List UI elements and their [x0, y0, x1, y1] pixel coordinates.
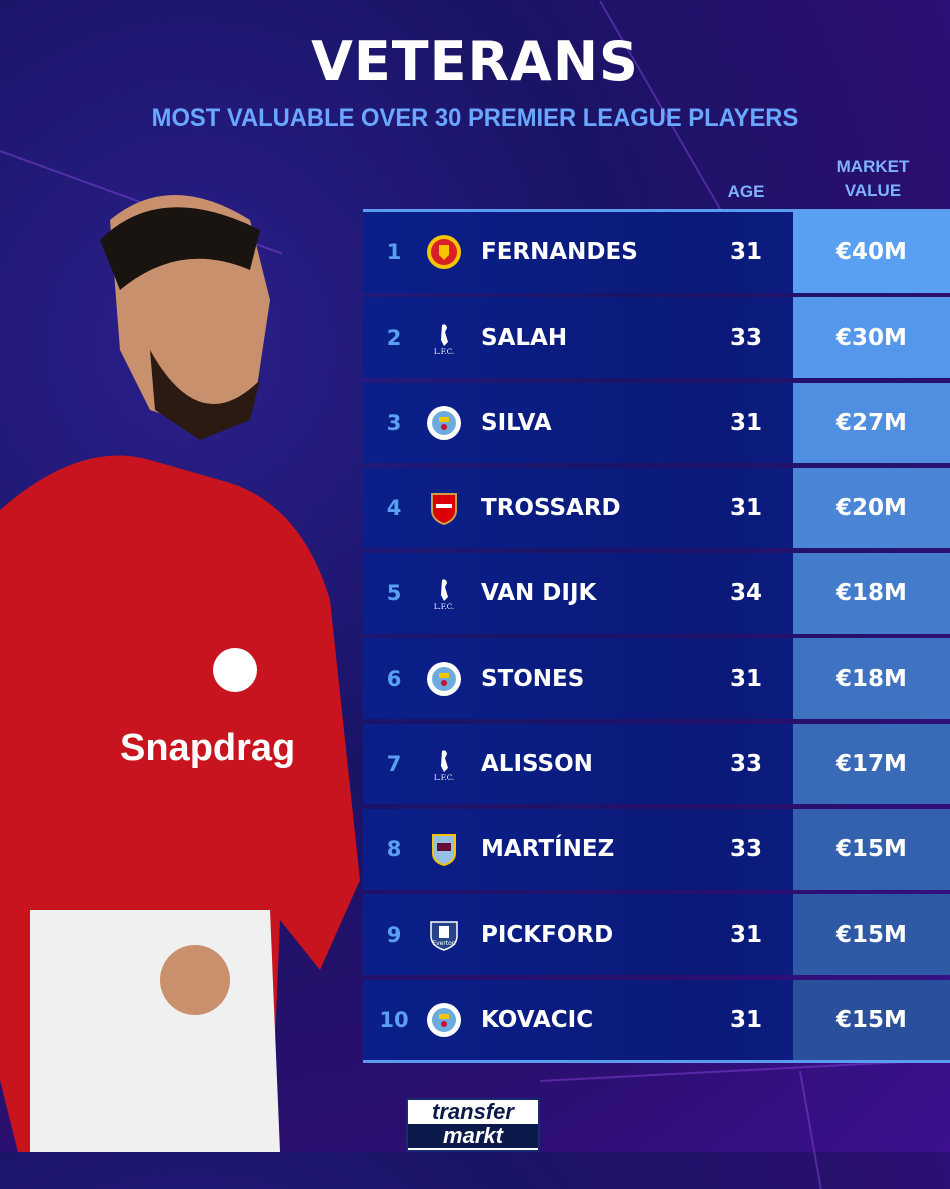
market-value-header-line1: MARKET	[836, 157, 910, 176]
player-photo: Snapdrag	[0, 195, 360, 1152]
player-age: 31	[729, 409, 762, 436]
market-value: €15M	[793, 809, 950, 890]
liverpool-crest-icon: L.F.C.	[425, 574, 463, 612]
player-name: FERNANDES	[481, 239, 638, 266]
market-value-header: MARKET VALUE	[820, 155, 926, 203]
player-name: PICKFORD	[481, 921, 614, 948]
market-value: €30M	[793, 297, 950, 378]
table-row: 10 KOVACIC 31 €15M	[363, 979, 950, 1061]
transfermarkt-logo: transfer markt	[406, 1098, 540, 1152]
manchester-united-crest-icon	[425, 233, 463, 271]
svg-text:L.F.C.: L.F.C.	[434, 348, 454, 356]
table-row: 4 TROSSARD 31 €20M	[363, 467, 950, 549]
player-age: 33	[729, 751, 762, 778]
table-row: 3 SILVA 31 €27M	[363, 382, 950, 464]
market-value: €20M	[793, 467, 950, 549]
player-age: 33	[729, 324, 762, 351]
market-value: €15M	[793, 979, 950, 1061]
liverpool-crest-icon: L.F.C.	[425, 319, 463, 357]
rank: 4	[386, 496, 402, 521]
rank: 2	[386, 325, 402, 350]
rank: 1	[386, 240, 402, 265]
player-name: ALISSON	[481, 751, 593, 778]
players-table: 1 FERNANDES 31 €40M 2 L.F.C. SALAH 33 €30…	[363, 209, 950, 1064]
table-row: 8 MARTÍNEZ 33 €15M	[363, 809, 950, 890]
player-name: MARTÍNEZ	[481, 836, 615, 863]
market-value: €15M	[793, 894, 950, 975]
aston-villa-crest-icon	[425, 830, 463, 868]
logo-line2: markt	[408, 1124, 538, 1148]
player-age: 33	[729, 836, 762, 863]
player-age: 31	[729, 665, 762, 692]
player-age: 34	[729, 580, 762, 607]
liverpool-crest-icon: L.F.C.	[425, 745, 463, 783]
market-value: €18M	[793, 553, 950, 634]
rank: 7	[386, 752, 402, 777]
logo-line1: transfer	[432, 1099, 514, 1124]
table-row: 5 L.F.C. VAN DIJK 34 €18M	[363, 553, 950, 634]
player-name: SILVA	[481, 409, 552, 436]
table-row: 6 STONES 31 €18M	[363, 638, 950, 719]
manchester-city-crest-icon	[425, 404, 463, 442]
player-age: 31	[729, 239, 762, 266]
market-value-header-line2: VALUE	[844, 181, 902, 200]
svg-text:L.F.C.: L.F.C.	[434, 603, 454, 611]
rank: 3	[386, 410, 402, 435]
page-subtitle: MOST VALUABLE OVER 30 PREMIER LEAGUE PLA…	[151, 104, 799, 132]
player-age: 31	[729, 495, 762, 522]
page-title: VETERANS	[311, 30, 639, 93]
market-value: €40M	[793, 212, 950, 293]
rank: 5	[386, 581, 402, 606]
player-name: SALAH	[481, 324, 568, 351]
rank: 9	[386, 922, 402, 947]
player-name: TROSSARD	[481, 495, 621, 522]
rank: 6	[386, 666, 402, 691]
svg-text:L.F.C.: L.F.C.	[434, 774, 454, 782]
market-value: €27M	[793, 382, 950, 464]
rank: 8	[386, 837, 402, 862]
arsenal-crest-icon	[425, 489, 463, 527]
player-name: KOVACIC	[481, 1006, 594, 1033]
manchester-city-crest-icon	[425, 1001, 463, 1039]
market-value: €17M	[793, 723, 950, 805]
player-name: STONES	[481, 665, 585, 692]
background-line	[799, 1070, 822, 1189]
market-value: €18M	[793, 638, 950, 719]
table-row: 7 L.F.C. ALISSON 33 €17M	[363, 723, 950, 805]
player-name: VAN DIJK	[481, 580, 597, 607]
player-age: 31	[729, 921, 762, 948]
player-age: 31	[729, 1006, 762, 1033]
table-row: 2 L.F.C. SALAH 33 €30M	[363, 297, 950, 378]
rank: 10	[379, 1007, 409, 1032]
everton-crest-icon: Everton	[425, 916, 463, 954]
table-row: 1 FERNANDES 31 €40M	[363, 212, 950, 293]
table-row: 9 Everton PICKFORD 31 €15M	[363, 894, 950, 975]
svg-text:Everton: Everton	[432, 940, 456, 947]
manchester-city-crest-icon	[425, 660, 463, 698]
svg-text:Snapdrag: Snapdrag	[120, 727, 295, 769]
age-header: AGE	[727, 182, 765, 201]
